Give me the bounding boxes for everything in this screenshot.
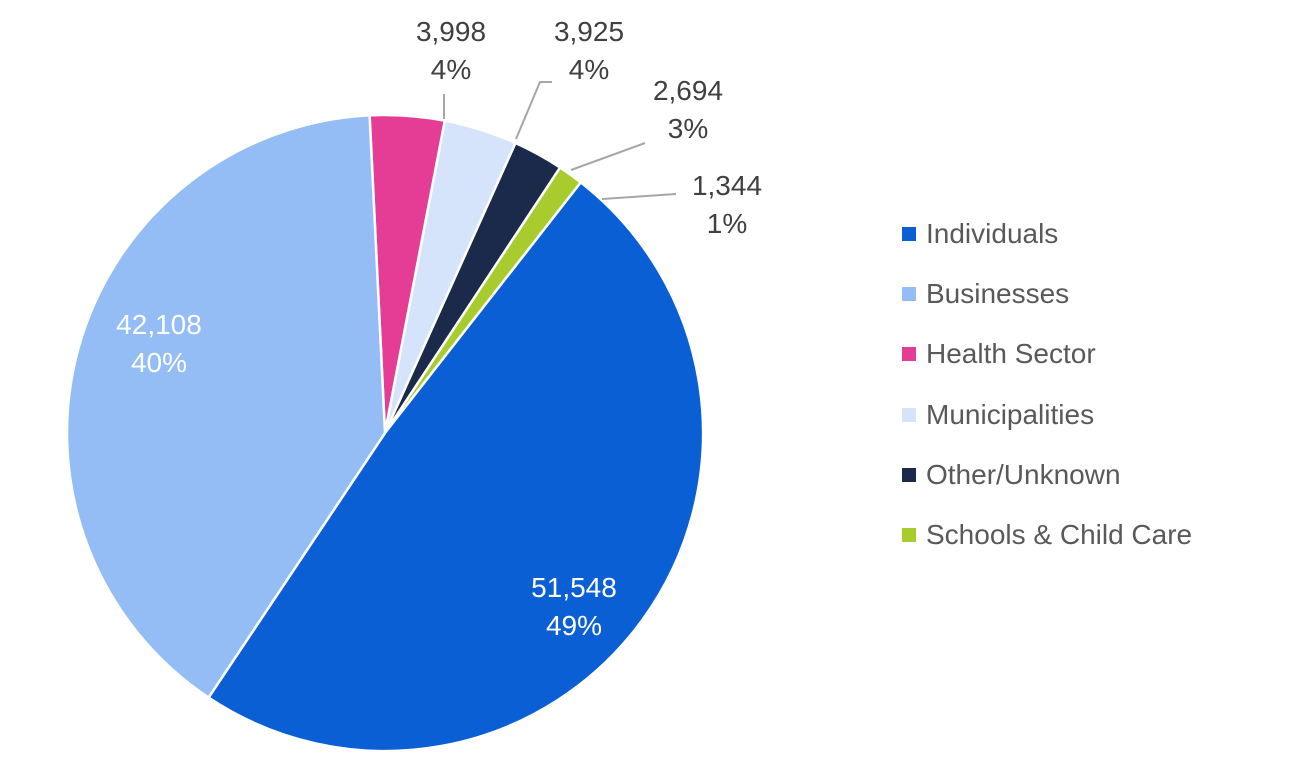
leader-line-schools-child-care (601, 193, 677, 200)
data-labels: 51,548 49% 42,108 40% 3,998 4% 3,925 4% 2,694 3% 1… (116, 16, 762, 641)
legend-item-health-sector: Health Sector (902, 324, 1192, 384)
percent-label-municipalities: 4% (569, 54, 609, 85)
legend-label-health-sector: Health Sector (926, 338, 1096, 370)
percent-label-health-sector: 4% (431, 54, 471, 85)
leader-lines (443, 81, 677, 200)
value-label-schools-child-care: 1,344 (692, 170, 762, 201)
legend-swatch-individuals (902, 227, 916, 242)
legend-item-municipalities: Municipalities (902, 385, 1192, 445)
legend: Individuals Businesses Health Sector Mun… (902, 204, 1192, 565)
legend-label-schools-child-care: Schools & Child Care (926, 519, 1193, 551)
legend-label-municipalities: Municipalities (926, 398, 1095, 430)
legend-item-schools-child-care: Schools & Child Care (902, 505, 1192, 565)
percent-label-individuals: 49% (546, 610, 602, 641)
percent-label-schools-child-care: 1% (707, 208, 747, 239)
percent-label-other-unknown: 3% (668, 113, 708, 144)
legend-label-other-unknown: Other/Unknown (926, 458, 1121, 490)
value-label-individuals: 51,548 (531, 572, 617, 603)
legend-swatch-health-sector (902, 347, 916, 362)
percent-label-businesses: 40% (131, 347, 187, 378)
leader-line-municipalities (515, 81, 552, 140)
data-label-schools-child-care: 1,344 1% (692, 170, 762, 239)
data-label-businesses: 42,108 40% (116, 309, 202, 378)
data-label-other-unknown: 2,694 3% (653, 75, 723, 144)
value-label-other-unknown: 2,694 (653, 75, 723, 106)
data-label-health-sector: 3,998 4% (416, 16, 486, 85)
legend-swatch-municipalities (902, 407, 916, 422)
leader-line-other-unknown (570, 142, 646, 171)
legend-label-businesses: Businesses (926, 278, 1070, 310)
legend-label-individuals: Individuals (926, 218, 1059, 250)
value-label-businesses: 42,108 (116, 309, 202, 340)
value-label-municipalities: 3,925 (554, 16, 624, 47)
pie-slice-individuals (207, 181, 705, 753)
legend-item-individuals: Individuals (902, 204, 1192, 264)
data-label-individuals: 51,548 49% (531, 572, 617, 641)
pie-slice-businesses (65, 114, 387, 699)
legend-item-other-unknown: Other/Unknown (902, 445, 1192, 505)
data-label-municipalities: 3,925 4% (554, 16, 624, 85)
legend-swatch-other-unknown (902, 467, 916, 482)
pie-slices (65, 113, 705, 753)
legend-item-businesses: Businesses (902, 264, 1192, 324)
legend-swatch-businesses (902, 287, 916, 302)
value-label-health-sector: 3,998 (416, 16, 486, 47)
legend-swatch-schools-child-care (902, 528, 916, 543)
